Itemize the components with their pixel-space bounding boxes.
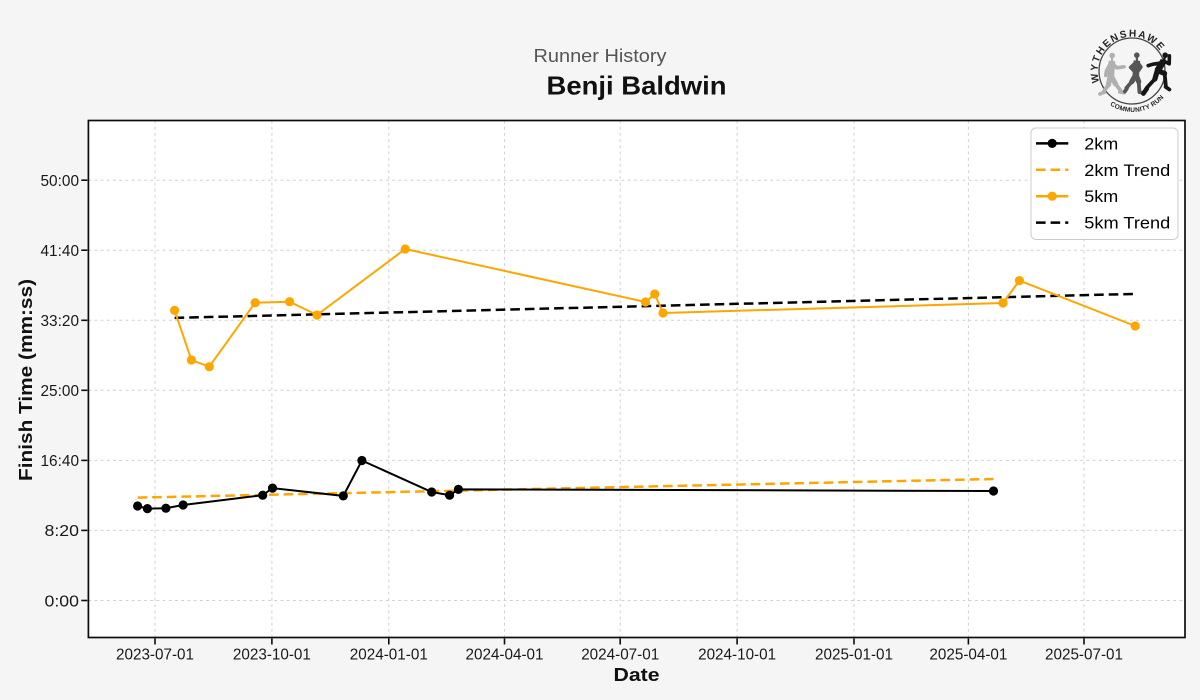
svg-text:2024-04-01: 2024-04-01 (466, 647, 544, 664)
svg-text:2023-10-01: 2023-10-01 (233, 647, 311, 664)
svg-text:25:00: 25:00 (41, 383, 80, 400)
svg-text:Runner History: Runner History (534, 46, 667, 66)
svg-text:2024-07-01: 2024-07-01 (581, 647, 659, 664)
svg-text:50:00: 50:00 (41, 173, 80, 190)
svg-text:2km: 2km (1084, 134, 1118, 153)
svg-text:5km Trend: 5km Trend (1084, 214, 1170, 233)
svg-text:2025-01-01: 2025-01-01 (815, 647, 893, 664)
svg-text:2km Trend: 2km Trend (1084, 161, 1170, 180)
svg-text:33:20: 33:20 (41, 313, 80, 330)
svg-text:16:40: 16:40 (41, 453, 80, 470)
svg-text:Finish Time (mm:ss): Finish Time (mm:ss) (16, 279, 36, 481)
svg-text:Benji Baldwin: Benji Baldwin (547, 70, 727, 100)
svg-text:2024-01-01: 2024-01-01 (350, 647, 428, 664)
svg-text:2023-07-01: 2023-07-01 (116, 647, 194, 664)
svg-text:41:40: 41:40 (41, 243, 80, 260)
svg-text:2025-04-01: 2025-04-01 (929, 647, 1007, 664)
svg-text:2025-07-01: 2025-07-01 (1045, 647, 1123, 664)
svg-text:Date: Date (614, 665, 660, 685)
svg-text:5km: 5km (1084, 187, 1118, 206)
svg-text:8:20: 8:20 (45, 523, 80, 540)
svg-text:2024-10-01: 2024-10-01 (698, 647, 776, 664)
svg-text:0:00: 0:00 (45, 593, 80, 610)
